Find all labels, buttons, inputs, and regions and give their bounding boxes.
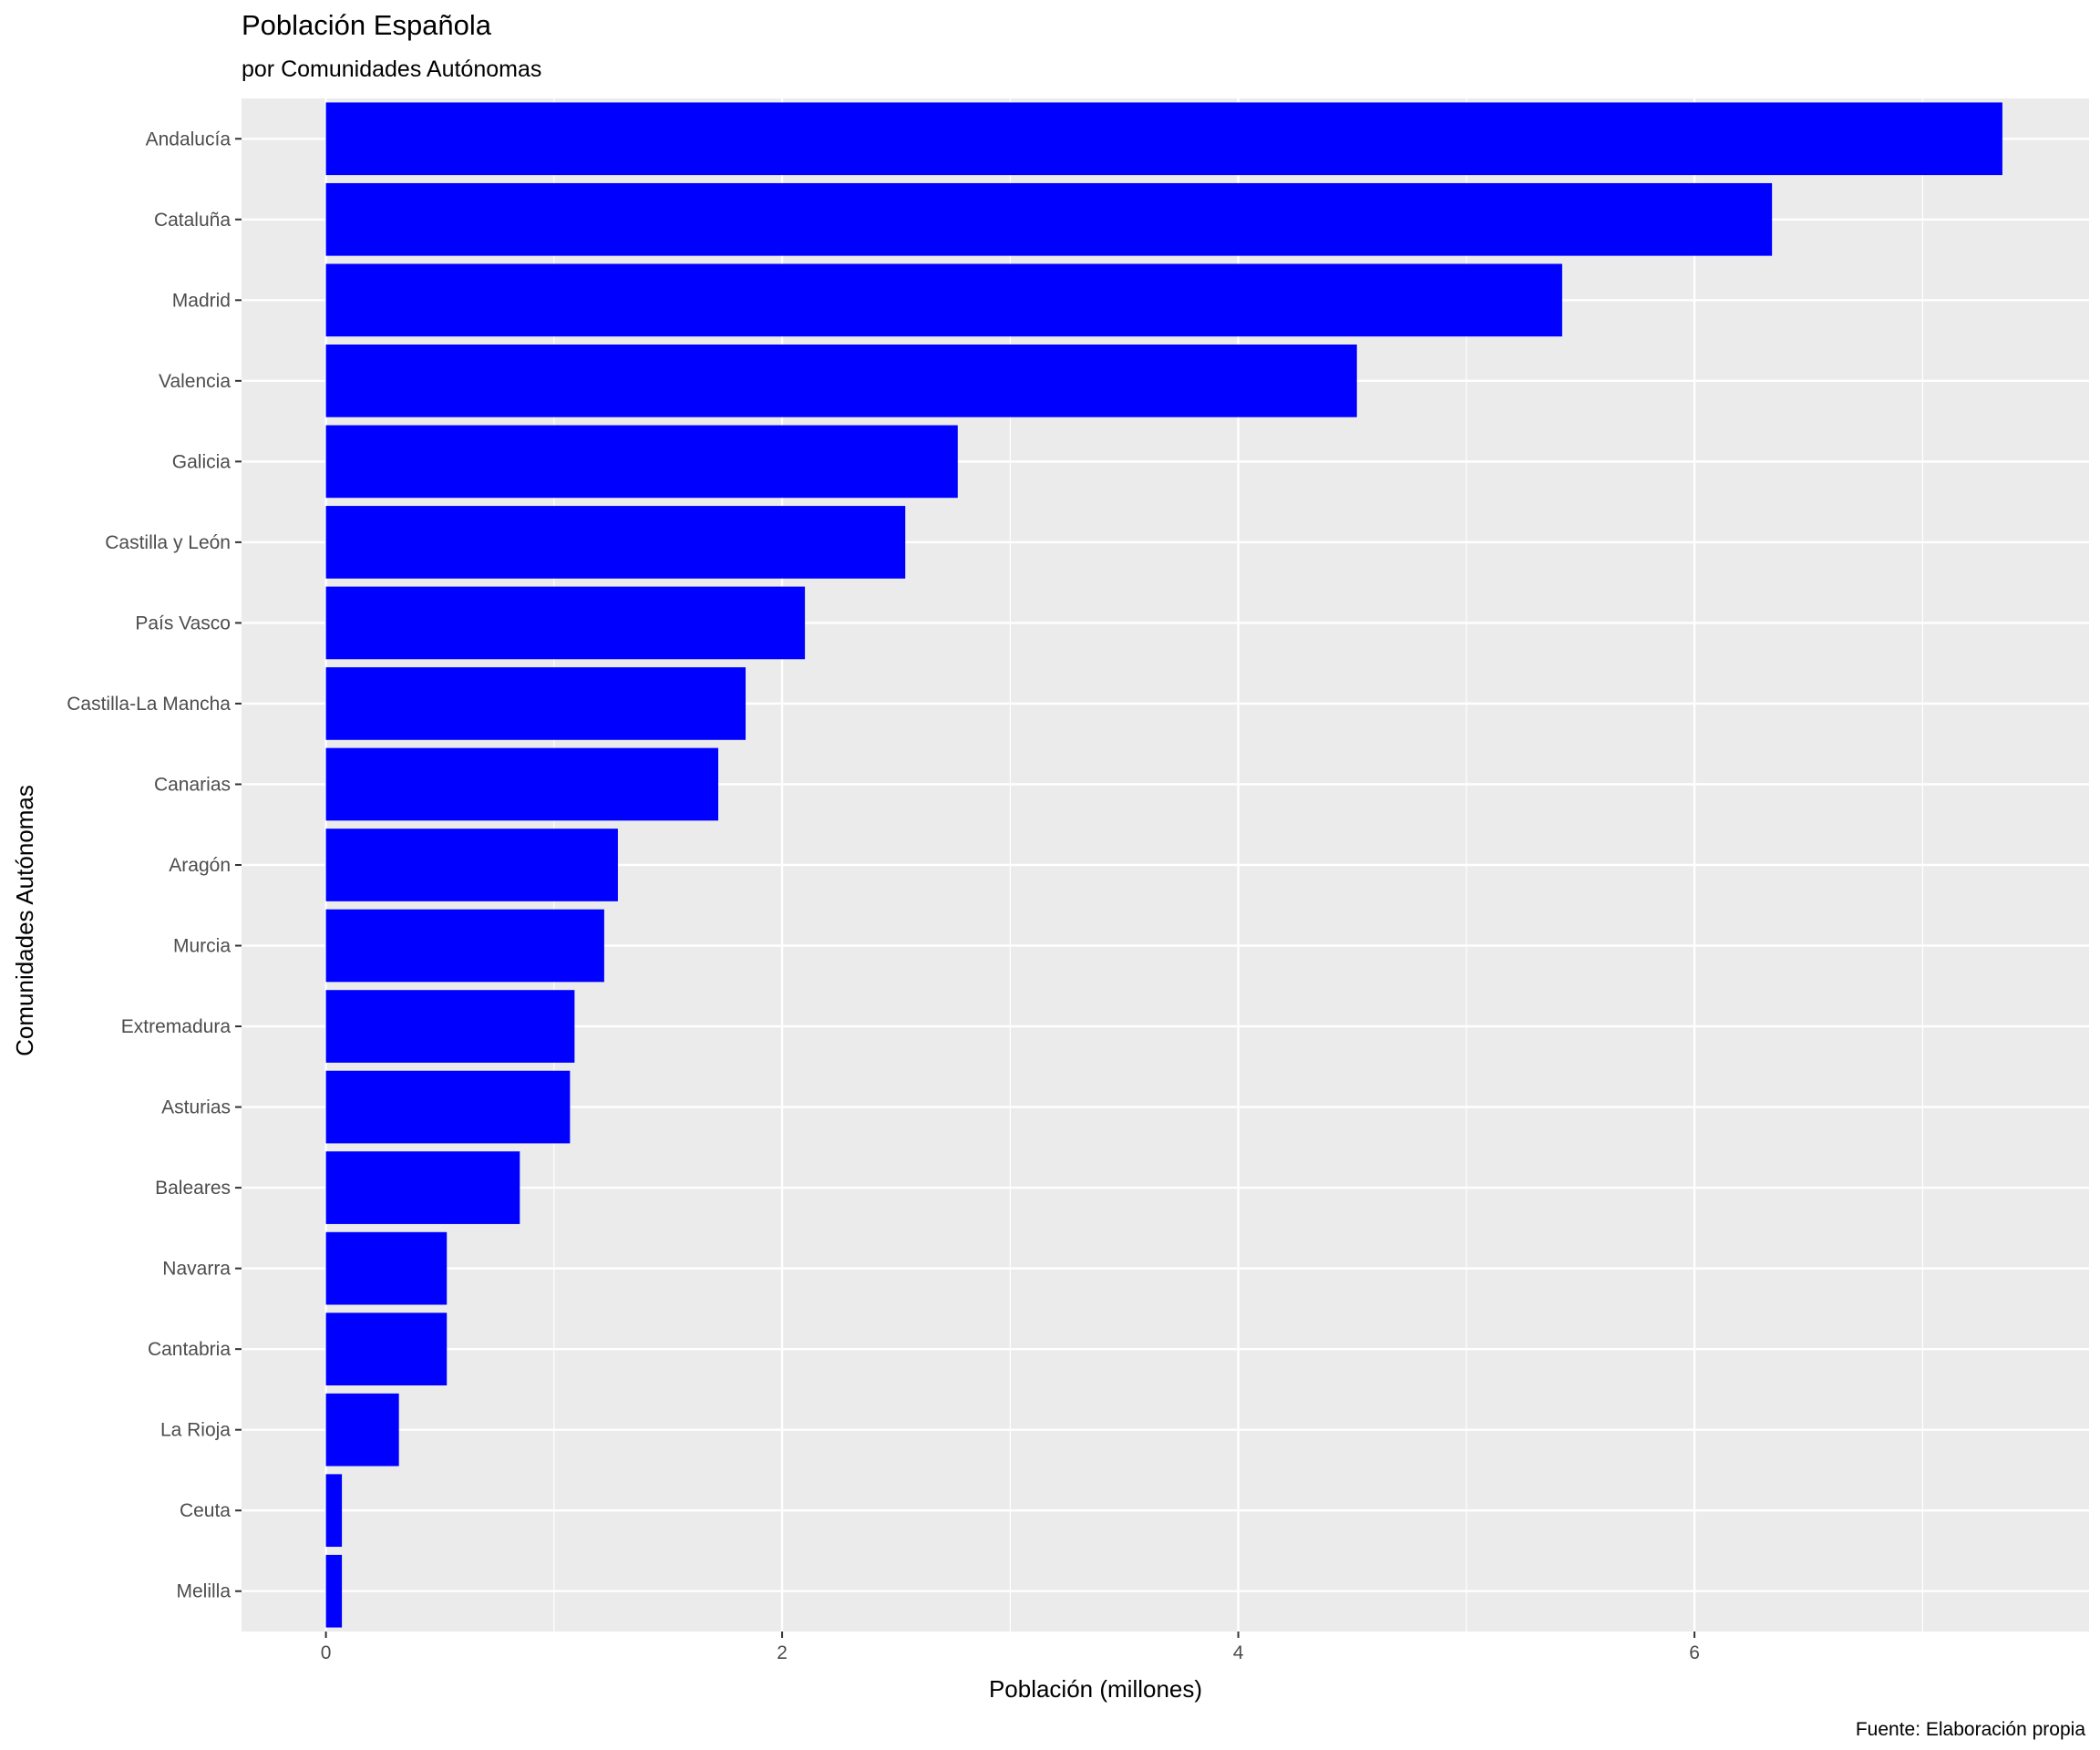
y-tick-label: Extremadura (121, 1016, 232, 1037)
y-tick-label: Cataluña (154, 210, 231, 231)
y-axis-title: Comunidades Autónomas (11, 785, 38, 1056)
x-axis: 0 2 4 6 (321, 1632, 1700, 1663)
y-tick-label: Melilla (176, 1581, 231, 1602)
bar (325, 182, 1773, 256)
chart-title: Población Española (242, 9, 492, 41)
bars (325, 102, 2002, 1628)
y-tick-label: País Vasco (135, 612, 231, 633)
x-tick-label: 4 (1233, 1642, 1244, 1663)
y-tick-label: Galicia (172, 451, 232, 472)
y-tick-label: Aragón (169, 855, 231, 876)
bar (325, 102, 2002, 176)
y-tick-label: Navarra (162, 1259, 231, 1280)
bar (325, 829, 618, 901)
bar (325, 506, 906, 579)
x-tick-label: 2 (777, 1642, 788, 1663)
bar (325, 345, 1357, 417)
bar (325, 747, 719, 821)
chart-caption: Fuente: Elaboración propia (1856, 1719, 2085, 1740)
y-tick-label: Ceuta (180, 1500, 231, 1521)
x-axis-title: Población (millones) (989, 1675, 1202, 1703)
y-tick-label: Castilla y León (105, 532, 231, 553)
bar (325, 909, 604, 983)
y-tick-label: Andalucía (146, 129, 232, 149)
y-tick-label: Valencia (159, 371, 231, 392)
bar (325, 263, 1562, 337)
y-tick-label: Murcia (173, 936, 231, 957)
y-tick-label: Asturias (161, 1097, 231, 1118)
x-tick-label: 6 (1689, 1642, 1700, 1663)
y-tick-label: Castilla-La Mancha (67, 694, 231, 715)
bar (325, 1393, 399, 1467)
bar (325, 1554, 343, 1628)
y-tick-label: Madrid (172, 290, 231, 311)
bar (325, 1070, 571, 1144)
bar (325, 1231, 448, 1305)
chart-subtitle: por Comunidades Autónomas (242, 57, 541, 82)
y-tick-label: Cantabria (148, 1339, 231, 1360)
bar (325, 586, 806, 660)
y-tick-label: Canarias (154, 774, 231, 795)
y-tick-label: La Rioja (160, 1420, 231, 1441)
bar (325, 1474, 343, 1548)
y-axis: Andalucía Cataluña Madrid Valencia Galicia Ca… (67, 129, 242, 1602)
bar (325, 1312, 448, 1385)
bar (325, 425, 958, 499)
y-tick-label: Baleares (155, 1178, 231, 1199)
bar (325, 1151, 520, 1224)
bar (325, 990, 575, 1063)
x-tick-label: 0 (321, 1642, 332, 1663)
bar (325, 667, 746, 740)
